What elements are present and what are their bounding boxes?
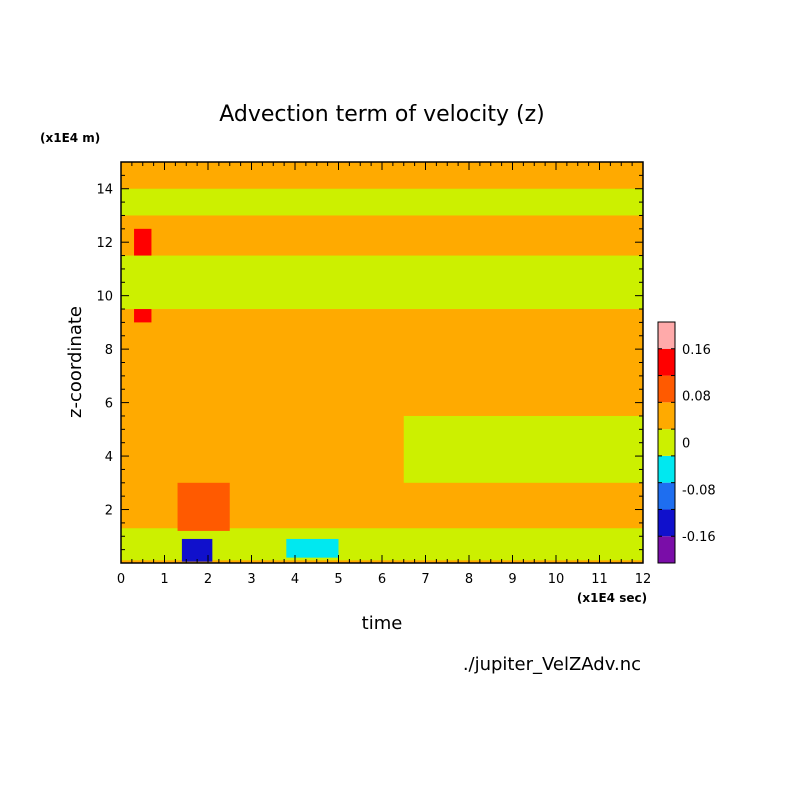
colorbar-segment	[658, 402, 675, 430]
x-axis-label: time	[362, 613, 403, 634]
x-tick-label: 2	[204, 572, 212, 587]
y-tick-label: 4	[105, 450, 113, 465]
x-tick-label: 4	[291, 572, 299, 587]
colorbar-label: -0.16	[682, 530, 716, 545]
x-tick-label: 5	[334, 572, 342, 587]
y-tick-label: 2	[105, 504, 113, 519]
x-tick-labels: 0 1 2 3 4 5 6 7 8 9 10 11 12	[117, 572, 651, 587]
x-tick-label: 6	[378, 572, 386, 587]
colorbar-label: 0	[682, 437, 690, 452]
colorbar-labels: 0.16 0.08 0 -0.08 -0.16	[682, 343, 716, 545]
y-tick-label: 12	[96, 236, 113, 251]
heatmap-region	[121, 255, 643, 310]
y-tick-labels: 2 4 6 8 10 12 14	[96, 183, 113, 519]
heatmap-region	[403, 415, 643, 483]
colorbar-segment	[658, 509, 675, 537]
y-axis-label: z-coordinate	[65, 306, 86, 418]
chart-title: Advection term of velocity (z)	[219, 102, 545, 127]
colorbar-label: -0.08	[682, 483, 716, 498]
x-tick-label: 0	[117, 572, 125, 587]
colorbar-segment	[658, 429, 675, 456]
y-tick-label: 10	[96, 290, 113, 305]
x-unit-label: (x1E4 sec)	[577, 591, 647, 605]
colorbar	[657, 321, 676, 564]
colorbar-segment	[658, 455, 675, 483]
y-unit-label: (x1E4 m)	[40, 131, 100, 145]
y-tick-label: 6	[105, 397, 113, 412]
x-tick-label: 1	[160, 572, 168, 587]
colorbar-segment	[658, 375, 675, 403]
colorbar-frame	[657, 321, 676, 564]
y-tick-label: 14	[96, 183, 113, 198]
colorbar-segment	[658, 348, 675, 376]
heatmap-region	[286, 538, 339, 558]
x-tick-label: 3	[247, 572, 255, 587]
x-tick-label: 7	[421, 572, 429, 587]
axis-ticks	[120, 161, 644, 564]
heatmap-region	[181, 538, 213, 562]
colorbar-segment	[658, 322, 675, 349]
colorbar-segment	[658, 536, 675, 563]
x-tick-label: 9	[508, 572, 516, 587]
x-tick-label: 11	[591, 572, 608, 587]
heatmap-field	[121, 162, 643, 563]
heatmap-region	[177, 482, 230, 531]
y-tick-label: 8	[105, 343, 113, 358]
source-file-label: ./jupiter_VelZAdv.nc	[463, 654, 641, 675]
x-tick-label: 8	[465, 572, 473, 587]
x-tick-label: 12	[635, 572, 652, 587]
colorbar-label: 0.08	[682, 390, 711, 405]
heatmap-region	[121, 188, 643, 216]
heatmap-regions	[121, 188, 643, 562]
colorbar-segment	[658, 482, 675, 510]
colorbar-label: 0.16	[682, 343, 711, 358]
x-tick-label: 10	[548, 572, 565, 587]
